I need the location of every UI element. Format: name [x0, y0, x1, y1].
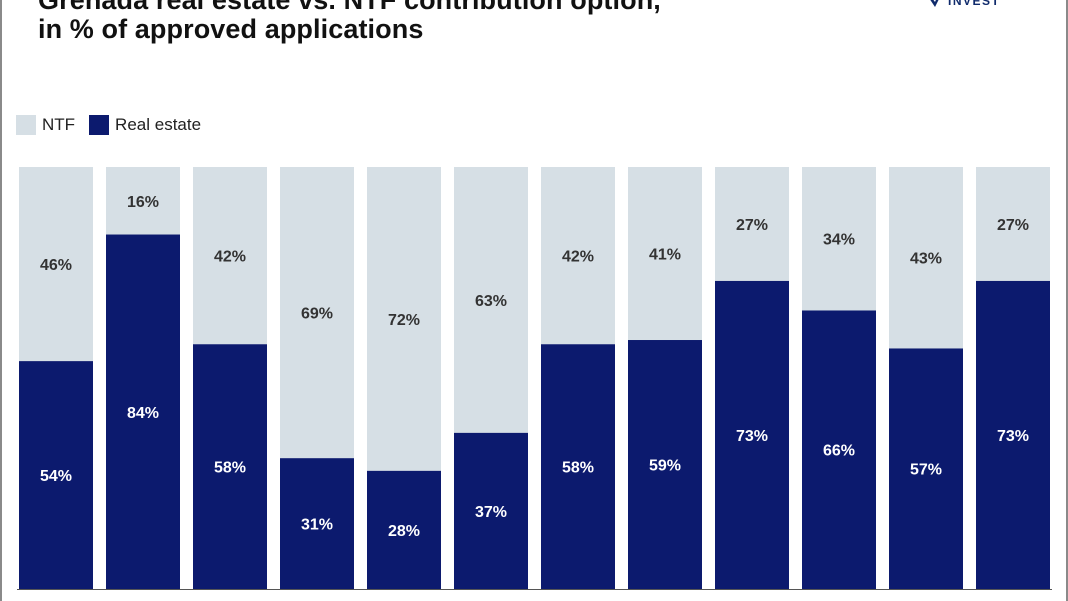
bar-ntf: [367, 167, 441, 471]
bar-label-ntf: 41%: [649, 247, 681, 264]
bar-label-real-estate: 58%: [214, 460, 246, 477]
bar-label-real-estate: 58%: [562, 460, 594, 477]
bar-label-ntf: 34%: [823, 232, 855, 249]
bar-label-real-estate: 28%: [388, 523, 420, 540]
bar-real-estate: [541, 344, 615, 589]
legend-item-real-estate: Real estate: [89, 115, 201, 135]
bar-label-ntf: 63%: [475, 293, 507, 310]
bar-ntf: [454, 167, 528, 433]
legend-swatch-real-estate: [89, 115, 110, 135]
chart-title: Grenada real estate vs. NTF contribution…: [38, 0, 661, 44]
bar-real-estate: [454, 432, 528, 589]
bar-label-real-estate: 66%: [823, 443, 855, 460]
bar-ntf: [715, 167, 789, 281]
chart-legend: NTF Real estate: [16, 115, 201, 135]
bar-ntf: [802, 167, 876, 311]
bar-label-ntf: 27%: [997, 217, 1029, 234]
bar-label-real-estate: 73%: [736, 428, 768, 445]
bar-ntf: [106, 167, 180, 235]
bar-real-estate: [193, 344, 267, 589]
bar-label-ntf: 42%: [562, 249, 594, 266]
bar-real-estate: [628, 340, 702, 589]
bar-real-estate: [280, 458, 354, 589]
bar-label-real-estate: 54%: [40, 468, 72, 485]
bar-ntf: [889, 167, 963, 349]
legend-label-real-estate: Real estate: [115, 115, 202, 134]
bar-label-real-estate: 31%: [301, 517, 333, 534]
bar-ntf: [628, 167, 702, 341]
bar-real-estate: [802, 310, 876, 589]
legend-label-ntf: NTF: [42, 115, 76, 134]
legend-swatch-ntf: [16, 115, 36, 135]
bar-real-estate: [19, 361, 93, 589]
bar-ntf: [280, 167, 354, 459]
brand-logo-text: INVEST: [948, 0, 1001, 8]
bar-real-estate: [367, 470, 441, 589]
bar-label-ntf: 69%: [301, 306, 333, 323]
bar-real-estate: [106, 234, 180, 589]
bar-label-real-estate: 37%: [475, 504, 507, 521]
bar-label-ntf: 46%: [40, 257, 72, 274]
bar-label-real-estate: 57%: [910, 462, 942, 479]
bar-label-ntf: 72%: [388, 312, 420, 329]
bar-real-estate: [889, 348, 963, 589]
bar-ntf: [976, 167, 1050, 281]
bar-real-estate: [715, 280, 789, 589]
bar-label-ntf: 16%: [127, 194, 159, 211]
brand-logo: INVEST: [928, 0, 1000, 8]
legend-item-ntf: NTF: [16, 115, 75, 135]
bar-ntf: [193, 167, 267, 345]
bar-ntf: [19, 167, 93, 362]
bar-label-real-estate: 59%: [649, 458, 681, 475]
bar-label-real-estate: 84%: [127, 405, 159, 422]
bar-real-estate: [976, 280, 1050, 589]
bar-label-ntf: 43%: [910, 251, 942, 268]
chart-title-line-1: Grenada real estate vs. NTF contribution…: [38, 0, 661, 15]
chart-title-line-2: in % of approved applications: [38, 14, 424, 44]
bar-ntf: [541, 167, 615, 345]
bar-label-ntf: 42%: [214, 249, 246, 266]
bar-label-ntf: 27%: [736, 217, 768, 234]
bar-label-real-estate: 73%: [997, 428, 1029, 445]
brand-mark-icon: [930, 0, 939, 7]
